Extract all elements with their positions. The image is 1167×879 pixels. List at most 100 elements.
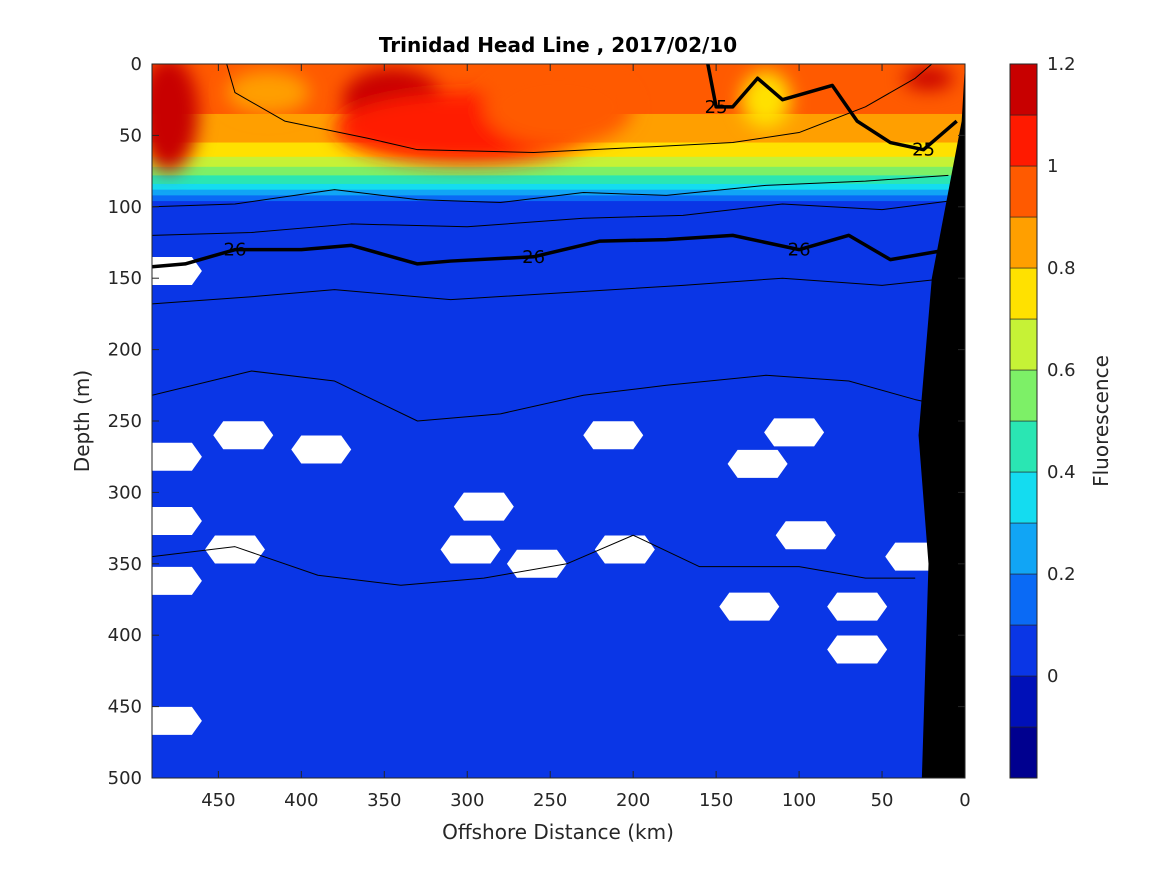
y-tick-label: 250 <box>108 411 142 432</box>
missing-data-region <box>213 421 274 450</box>
seafloor-bathymetry <box>918 64 965 778</box>
colorbar-level <box>1009 267 1038 320</box>
x-tick-label: 450 <box>201 790 235 811</box>
colorbar-level <box>1009 63 1038 116</box>
chart-title: Trinidad Head Line , 2017/02/10 <box>379 33 737 57</box>
x-axis-label: Offshore Distance (km) <box>442 820 674 844</box>
colorbar-tick-label: 1.2 <box>1047 54 1076 75</box>
density-contours: 25 25 26 26 26 <box>152 64 958 586</box>
colorbar-level <box>1009 318 1038 371</box>
contour-line <box>152 534 916 586</box>
field-band <box>152 195 965 203</box>
colorbar-level <box>1009 216 1038 269</box>
y-tick-label: 500 <box>108 768 142 789</box>
x-tick-label: 350 <box>367 790 401 811</box>
y-tick-label: 300 <box>108 482 142 503</box>
missing-data-region <box>727 449 788 478</box>
colorbar-tick-label: 0 <box>1047 666 1058 687</box>
field-patch <box>483 66 634 147</box>
missing-data-region <box>764 418 825 447</box>
field-patch <box>152 64 199 172</box>
x-tick-label: 0 <box>959 790 970 811</box>
x-tick-label: 150 <box>699 790 733 811</box>
contour-label: 26 <box>522 247 545 268</box>
y-tick-label: 450 <box>108 697 142 718</box>
x-tick-label: 300 <box>450 790 484 811</box>
field-band <box>152 201 965 223</box>
contour-line-25 <box>706 64 958 152</box>
y-axis-ticks: 0 50 100 150 200 250 300 350 400 450 500 <box>108 54 965 789</box>
missing-data-region <box>583 421 644 450</box>
contour-label: 26 <box>788 240 811 261</box>
field-patch <box>903 66 954 90</box>
colorbar-level <box>1009 369 1038 422</box>
y-tick-label: 0 <box>131 54 142 75</box>
missing-data-region <box>440 535 501 564</box>
fluorescence-field <box>152 64 965 778</box>
contour-line <box>226 64 933 154</box>
colorbar-levels <box>1009 63 1038 779</box>
colorbar: 1.2 1 0.8 0.6 0.4 0.2 0 Fluorescence <box>1009 54 1113 779</box>
y-tick-label: 200 <box>108 340 142 361</box>
contour-line-26 <box>152 233 949 269</box>
y-tick-label: 150 <box>108 268 142 289</box>
colorbar-tick-label: 1 <box>1047 156 1058 177</box>
contour-label: 25 <box>705 97 728 118</box>
y-axis-label: Depth (m) <box>70 370 94 472</box>
colorbar-tick-label: 0.6 <box>1047 360 1076 381</box>
x-tick-label: 250 <box>533 790 567 811</box>
colorbar-level <box>1009 114 1038 167</box>
x-tick-label: 200 <box>616 790 650 811</box>
y-tick-label: 100 <box>108 197 142 218</box>
colorbar-level <box>1009 165 1038 218</box>
x-tick-label: 400 <box>284 790 318 811</box>
field-band <box>152 166 965 177</box>
contour-label: 26 <box>224 240 247 261</box>
colorbar-level <box>1009 471 1038 524</box>
contour-line <box>152 370 949 422</box>
missing-data-region <box>152 442 202 471</box>
colorbar-level <box>1009 522 1038 575</box>
missing-data-region <box>204 535 265 564</box>
x-tick-label: 50 <box>871 790 894 811</box>
contour-label: 25 <box>912 140 935 161</box>
colorbar-ticks: 1.2 1 0.8 0.6 0.4 0.2 0 <box>1047 54 1076 687</box>
plot-area: 25 25 26 26 26 <box>151 63 966 779</box>
y-tick-label: 50 <box>119 125 142 146</box>
missing-data-region <box>152 506 202 535</box>
field-band <box>152 221 965 778</box>
missing-data-region <box>827 592 888 621</box>
contour-line <box>152 277 949 305</box>
missing-data-regions <box>152 257 946 735</box>
colorbar-level <box>1009 573 1038 626</box>
x-tick-label: 100 <box>782 790 816 811</box>
contour-line <box>152 200 949 236</box>
missing-data-region <box>719 592 780 621</box>
x-axis-ticks: 450 400 350 300 250 200 150 100 50 0 <box>201 64 971 811</box>
colorbar-tick-label: 0.8 <box>1047 258 1076 279</box>
colorbar-level <box>1009 726 1038 779</box>
missing-data-region <box>506 549 567 578</box>
colorbar-level <box>1009 420 1038 473</box>
colorbar-frame <box>1009 63 1038 779</box>
field-band <box>152 175 965 185</box>
missing-data-region <box>594 535 655 564</box>
y-tick-label: 350 <box>108 554 142 575</box>
colorbar-level <box>1009 675 1038 728</box>
contour-line <box>152 174 949 208</box>
colorbar-level <box>1009 624 1038 677</box>
missing-data-region <box>152 566 202 595</box>
field-patch <box>226 71 310 114</box>
colorbar-tick-label: 0.4 <box>1047 462 1076 483</box>
missing-data-region <box>291 435 352 464</box>
y-tick-label: 400 <box>108 625 142 646</box>
colorbar-tick-label: 0.2 <box>1047 564 1076 585</box>
missing-data-region <box>152 706 202 735</box>
missing-data-region <box>775 521 836 550</box>
field-band <box>152 189 965 197</box>
colorbar-label: Fluorescence <box>1089 355 1113 487</box>
field-band <box>152 156 965 168</box>
missing-data-region <box>827 635 888 664</box>
